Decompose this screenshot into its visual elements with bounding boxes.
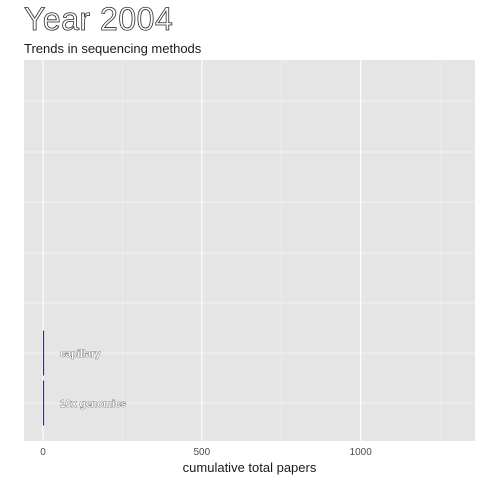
chart-title: Year 2004	[24, 1, 174, 38]
bar-label: 10x genomics	[60, 399, 127, 410]
bar-10x-genomics	[43, 380, 45, 426]
chart-subtitle: Trends in sequencing methods	[24, 41, 202, 56]
gridlines	[24, 60, 475, 441]
x-axis-label: cumulative total papers	[183, 460, 317, 475]
bar-label: capillary	[60, 349, 101, 360]
bar-labels: capillary 10x genomics	[60, 349, 127, 411]
plot-panel	[24, 60, 475, 441]
x-tick-label: 500	[194, 447, 211, 458]
x-tick-label: 1000	[350, 447, 373, 458]
bar-capillary	[43, 330, 45, 376]
x-axis-ticks: 0 500 1000	[40, 447, 372, 458]
bars	[43, 330, 45, 426]
x-tick-label: 0	[40, 447, 46, 458]
